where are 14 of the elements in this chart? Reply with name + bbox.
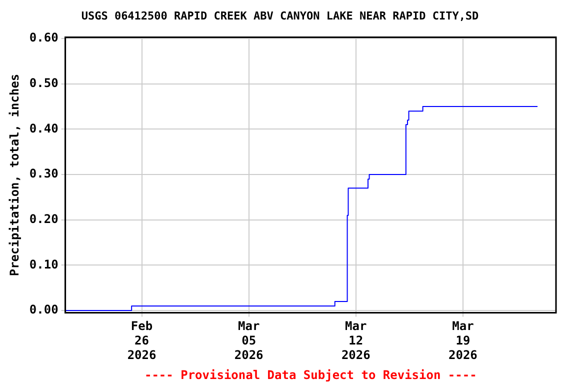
x-tick-label: Mar 05 2026 <box>234 319 264 362</box>
x-tick-label: Feb 26 2026 <box>127 319 156 362</box>
y-tick-label: 0.60 <box>29 30 58 45</box>
y-tick-label: 0.20 <box>29 212 58 226</box>
y-axis-title: Precipitation, total, inches <box>7 74 22 276</box>
x-tick-label: Mar 12 2026 <box>341 319 370 362</box>
text: ---- Provisional Data Subject to Revision ---- <box>144 368 477 382</box>
y-tick-label: 0.50 <box>29 76 58 90</box>
x-tick-label: Mar 19 2026 <box>448 319 478 362</box>
y-tick-label: 0.10 <box>29 257 58 272</box>
y-tick-label: 0.30 <box>29 166 58 181</box>
y-tick-label: 0.40 <box>29 121 58 136</box>
chart-title: USGS 06412500 RAPID CREEK ABV CANYON LAKE NEAR RAPID CITY,SD <box>81 9 480 22</box>
y-tick-label: 0.00 <box>29 302 58 317</box>
